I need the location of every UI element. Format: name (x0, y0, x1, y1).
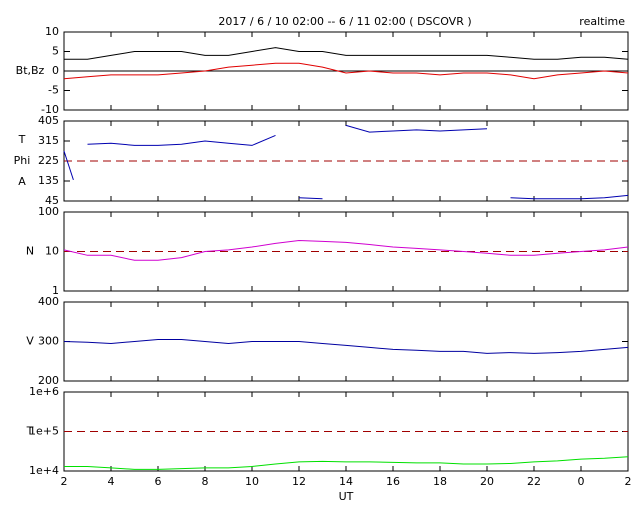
x-tick-label: 16 (386, 475, 400, 488)
y-tick-label: 405 (38, 114, 59, 127)
y-tick-label: 225 (38, 154, 59, 167)
y-tick-label: 300 (38, 335, 59, 348)
y-tick-label: 45 (45, 194, 59, 207)
series-line (63, 339, 629, 354)
x-tick-label: 4 (108, 475, 115, 488)
y-axis-label: T (18, 133, 26, 146)
x-axis-label: UT (339, 490, 354, 503)
x-tick-label: 22 (527, 475, 541, 488)
y-axis-label: V (26, 335, 34, 348)
y-tick-label: 1e+4 (29, 464, 59, 477)
x-tick-label: 12 (292, 475, 306, 488)
y-axis-label: A (18, 175, 26, 188)
y-axis-label: T (26, 425, 34, 438)
x-tick-label: 10 (245, 475, 259, 488)
y-tick-label: 135 (38, 174, 59, 187)
x-tick-label: 20 (480, 475, 494, 488)
series-line (64, 47, 629, 60)
y-tick-label: 5 (52, 45, 59, 58)
y-tick-label: 1e+5 (29, 425, 59, 438)
y-tick-label: 400 (38, 295, 59, 308)
y-tick-label: 200 (38, 374, 59, 387)
series-line (64, 456, 629, 470)
x-tick-label: 18 (433, 475, 447, 488)
series-line (63, 239, 629, 261)
y-tick-label: -5 (48, 84, 59, 97)
y-axis-label: N (26, 245, 34, 258)
y-tick-label: 100 (38, 205, 59, 218)
y-tick-label: 0 (52, 64, 59, 77)
x-tick-label: 6 (155, 475, 162, 488)
series-line (63, 124, 629, 200)
x-tick-label: 2 (625, 475, 632, 488)
x-tick-label: 8 (202, 475, 209, 488)
subtitle: realtime (579, 15, 625, 28)
y-axis-label: Phi (14, 154, 31, 167)
x-tick-label: 0 (578, 475, 585, 488)
y-tick-label: 315 (38, 134, 59, 147)
x-tick-label: 2 (61, 475, 68, 488)
y-tick-label: 10 (45, 245, 59, 258)
y-axis-label: Bt,Bz (16, 64, 45, 77)
y-tick-label: 1e+6 (29, 385, 59, 398)
chart-title: 2017 / 6 / 10 02:00 -- 6 / 11 02:00 ( DS… (218, 15, 471, 28)
y-tick-label: 10 (45, 25, 59, 38)
y-tick-label: 1 (52, 284, 59, 297)
x-tick-label: 14 (339, 475, 353, 488)
y-tick-label: -10 (41, 103, 59, 116)
series-line (63, 62, 629, 80)
